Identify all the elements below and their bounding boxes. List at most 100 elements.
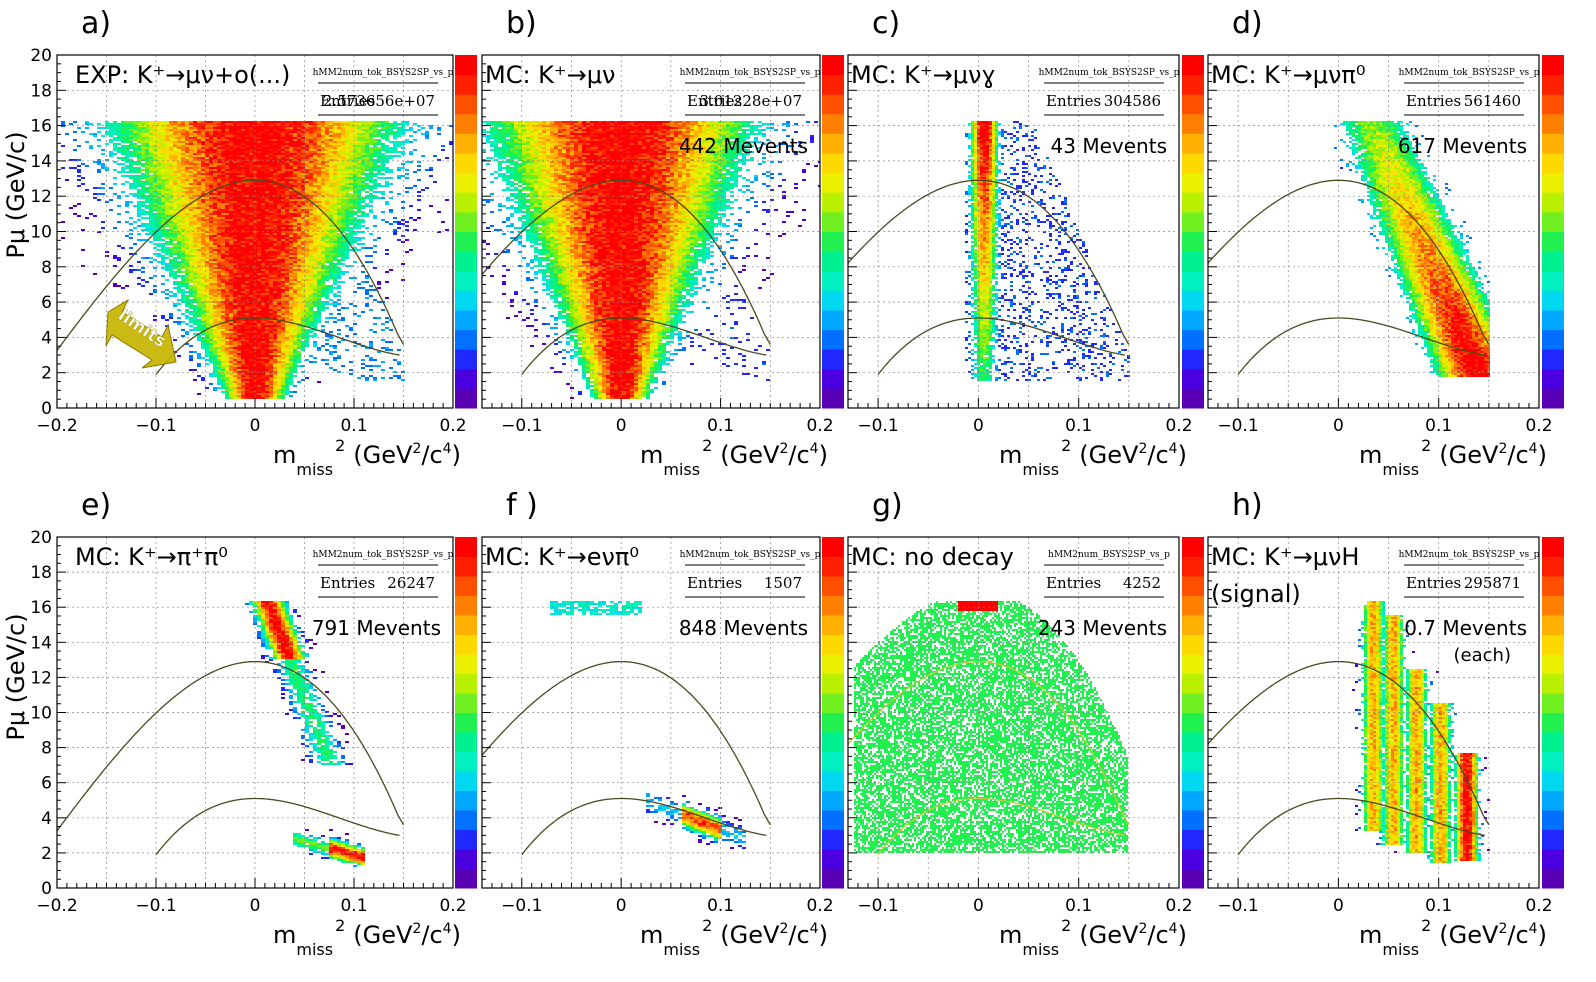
x-tick-label: −0.1: [501, 896, 542, 916]
grid: [482, 537, 820, 888]
hist-name: hMM2num_tok_BSYS2SP_vs_p: [680, 68, 821, 78]
color-bar: [455, 537, 477, 889]
panel-c: −0.1 0 0.1 0.2 c) MC: K⁺→μνɣ hMM2num_tok_BSYS2…: [847, 6, 1204, 479]
panel-letter: b): [506, 6, 537, 41]
lower-limit-curve: [155, 317, 400, 375]
y-tick-label: 14: [30, 633, 52, 653]
lower-limit-curve: [1237, 317, 1485, 375]
x-axis-title: mmiss2 (GeV2/c4): [640, 916, 828, 959]
heatmap: [854, 601, 1128, 853]
entries-value: 295871: [1464, 574, 1521, 592]
entries-label: Entries: [1046, 92, 1101, 110]
x-tick-label: 0.1: [1065, 896, 1092, 916]
x-tick-label: 0: [250, 416, 261, 436]
panel-title: MC: K⁺→μνɣ: [851, 61, 996, 89]
upper-limit-curve: [57, 179, 405, 351]
event-count: 848 Mevents: [679, 616, 808, 640]
y-tick-label: 20: [30, 528, 52, 548]
x-tick-label: −0.1: [501, 416, 542, 436]
color-bar: [822, 537, 844, 889]
y-tick-label: 10: [30, 223, 52, 243]
entries-label: Entries: [687, 574, 742, 592]
x-tick-label: −0.2: [36, 896, 77, 916]
panel-letter: d): [1232, 6, 1263, 41]
limit-curves: [57, 179, 405, 375]
event-count: 442 Mevents: [679, 134, 808, 158]
lower-limit-curve: [521, 797, 767, 856]
tick-marks: [1207, 536, 1540, 889]
panel-title: MC: K⁺→eνπ⁰: [485, 543, 639, 571]
panel-g: −0.1 0 0.1 0.2 g) MC: no decay hMM2num_BSYS2SP…: [847, 488, 1204, 959]
panel-a: −0.2 −0.1 0 0.1 0.2 0 2 4 6 8 10 12 14 16 18 20 a) EXP: K…: [2, 6, 477, 479]
x-tick-label: 0.2: [1165, 896, 1192, 916]
color-bar: [1182, 537, 1204, 889]
panel-title-line2: (signal): [1211, 580, 1301, 608]
y-tick-label: 18: [30, 81, 52, 101]
x-tick-label: 0: [250, 896, 261, 916]
panel-title: MC: K⁺→π⁺π⁰: [75, 543, 228, 571]
y-tick-label: 2: [41, 364, 52, 384]
heatmap: [1352, 601, 1490, 863]
x-axis-title: mmiss2 (GeV2/c4): [999, 436, 1187, 479]
limit-curves: [57, 660, 405, 856]
tick-marks: [481, 54, 821, 409]
lower-limit-curve: [1237, 797, 1485, 856]
lower-limit-curve: [877, 317, 1125, 375]
x-tick-label: 0.1: [1065, 416, 1092, 436]
entries-label: Entries: [687, 92, 742, 110]
x-tick-label: 0.2: [1525, 896, 1552, 916]
upper-limit-curve: [1208, 179, 1490, 345]
event-count: 243 Mevents: [1038, 616, 1167, 640]
color-bar: [1542, 55, 1564, 409]
lower-limit-curve: [521, 317, 767, 375]
event-count-note: (each): [1454, 645, 1511, 666]
y-tick-label: 0: [41, 879, 52, 899]
panel-title: MC: K⁺→μνπ⁰: [1211, 61, 1365, 89]
x-axis-title: mmiss2 (GeV2/c4): [273, 436, 461, 479]
y-tick-label: 16: [30, 598, 52, 618]
x-tick-label: 0: [973, 896, 984, 916]
x-tick-label: 0.2: [439, 416, 466, 436]
upper-limit-curve: [57, 660, 405, 832]
hist-name: hMM2num_tok_BSYS2SP_vs_p: [313, 68, 454, 78]
y-tick-label: 16: [30, 117, 52, 137]
x-tick-label: −0.1: [857, 896, 898, 916]
entries-value: 1507: [764, 574, 802, 592]
event-count: 617 Mevents: [1398, 134, 1527, 158]
y-tick-label: 10: [30, 704, 52, 724]
x-tick-label: 0.1: [340, 416, 367, 436]
panel-e: −0.2 −0.1 0 0.1 0.2 0 2 4 6 8 10 12 14 16 18 20 e) MC: K⁺…: [2, 488, 477, 959]
grid: [1208, 537, 1539, 888]
x-tick-label: 0: [1333, 896, 1344, 916]
upper-limit-curve: [848, 660, 1130, 826]
y-axis-title: Pμ (GeV/c): [2, 131, 30, 258]
x-tick-label: 0: [616, 896, 627, 916]
panel-title: EXP: K⁺→μν+o(...): [75, 61, 290, 89]
x-tick-label: 0: [616, 416, 627, 436]
x-tick-label: −0.1: [135, 416, 176, 436]
upper-limit-curve: [482, 179, 771, 345]
entries-value: 26247: [387, 574, 435, 592]
x-axis-title: mmiss2 (GeV2/c4): [999, 916, 1187, 959]
tick-marks: [56, 54, 454, 409]
y-tick-label: 12: [30, 668, 52, 688]
event-count: 0.7 Mevents: [1404, 616, 1527, 640]
limit-curves: [848, 660, 1130, 856]
panel-h: −0.1 0 0.1 0.2 h) MC: K⁺→μνH (signal) hMM2num_t…: [1207, 488, 1564, 959]
grid: [57, 537, 453, 888]
panel-f: −0.1 0 0.1 0.2 f ) MC: K⁺→eνπ⁰ hMM2num_tok_BSY…: [481, 488, 844, 959]
upper-limit-curve: [1208, 660, 1490, 826]
entries-value: 2.573656e+07: [323, 92, 435, 110]
panel-title: MC: K⁺→μνH: [1211, 543, 1359, 571]
x-axis-title: mmiss2 (GeV2/c4): [1359, 436, 1547, 479]
entries-value: 304586: [1104, 92, 1161, 110]
panel-letter: f ): [506, 488, 538, 523]
x-tick-label: 0.1: [707, 416, 734, 436]
entries-label: Entries: [1046, 574, 1101, 592]
hist-name: hMM2num_tok_BSYS2SP_vs_p: [313, 550, 454, 560]
panel-letter: e): [81, 488, 111, 523]
tick-marks: [847, 54, 1180, 409]
event-count: 43 Mevents: [1051, 134, 1167, 158]
heatmap: [245, 601, 365, 867]
